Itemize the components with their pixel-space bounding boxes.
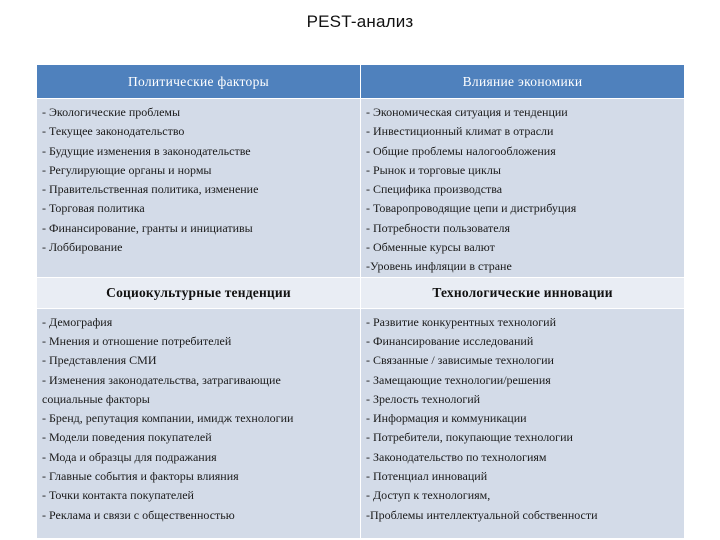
page-title: PEST-анализ (306, 12, 414, 31)
political-list-item: - Торговая политика (42, 201, 145, 216)
political-list-item: - Экологические проблемы (42, 105, 181, 119)
social-list-item: - Мода и образцы для подражания (42, 449, 217, 464)
social-list-item: социальные факторы (42, 391, 150, 406)
technological-list-item: - Потребители, покупающие технологии (366, 430, 573, 445)
technological-header: Технологические инновации (360, 276, 685, 309)
economic-list-item: - Экономическая ситуация и тенденции (366, 105, 568, 119)
economic-list-item: - Общие проблемы налогообложения (366, 143, 556, 158)
technological-list-item: - Зрелость технологий (366, 391, 481, 406)
social-list-item: - Изменения законодательства, затрагиваю… (42, 372, 281, 387)
economic-list-item: - Специфика производства (366, 182, 503, 197)
pest-table: Политические факторы Влияние экономики -… (36, 64, 685, 539)
economic-list-item: -Уровень инфляции в стране (366, 259, 512, 274)
social-list-item: - Представления СМИ (42, 353, 157, 368)
subheader-row: Социокультурные тенденции Технологически… (36, 276, 685, 309)
technological-list-item: - Доступ к технологиям, (366, 488, 491, 503)
technological-list-item: -Проблемы интеллектуальной собственности (366, 507, 598, 522)
technological-list: - Развитие конкурентных технологий - Фина… (361, 309, 684, 525)
economic-list-item: - Обменные курсы валют (366, 240, 495, 255)
social-cell: - Демография - Мнения и отношение потреби… (36, 307, 361, 539)
social-list-item: - Демография (42, 314, 113, 329)
economic-list: - Экономическая ситуация и тенденции - Ин… (361, 99, 684, 277)
technological-list-item: - Законодательство по технологиям (366, 449, 547, 464)
technological-cell: - Развитие конкурентных технологий - Фина… (360, 307, 685, 539)
political-cell: - Экологические проблемы - Текущее законо… (36, 98, 361, 278)
technological-list-item: - Замещающие технологии/решения (366, 372, 551, 387)
political-list: - Экологические проблемы - Текущее законо… (37, 99, 360, 257)
technological-list-item: - Развитие конкурентных технологий (366, 314, 557, 329)
social-list-item: - Мнения и отношение потребителей (42, 333, 232, 348)
economic-list-item: - Рынок и торговые циклы (366, 162, 501, 177)
social-list: - Демография - Мнения и отношение потреби… (37, 309, 360, 525)
first-content-row: - Экологические проблемы - Текущее законо… (36, 98, 685, 278)
political-list-item: - Правительственная политика, изменение (42, 182, 259, 197)
technological-list-item: - Финансирование исследований (366, 333, 534, 348)
technological-list-item: - Связанные / зависимые технологии (366, 353, 554, 368)
header-row: Политические факторы Влияние экономики (36, 64, 685, 99)
technological-list-item: - Потенциал инноваций (366, 469, 488, 484)
social-list-item: - Модели поведения покупателей (42, 430, 212, 445)
social-list-item: - Главные события и факторы влияния (42, 469, 239, 484)
economic-header: Влияние экономики (360, 64, 685, 99)
social-list-item: - Бренд, репутация компании, имидж техно… (42, 411, 294, 426)
technological-list-item: - Информация и коммуникации (366, 411, 527, 426)
social-header: Социокультурные тенденции (36, 276, 361, 309)
political-list-item: - Будущие изменения в законодательстве (42, 143, 251, 158)
economic-list-item: - Товаропроводящие цепи и дистрибуция (366, 201, 577, 216)
economic-list-item: - Потребности пользователя (366, 220, 511, 235)
political-list-item: - Регулирующие органы и нормы (42, 162, 212, 177)
economic-list-item: - Инвестиционный климат в отрасли (366, 124, 554, 139)
second-content-row: - Демография - Мнения и отношение потреби… (36, 307, 685, 539)
economic-cell: - Экономическая ситуация и тенденции - Ин… (360, 98, 685, 278)
political-header: Политические факторы (36, 64, 361, 99)
political-list-item: - Текущее законодательство (42, 124, 185, 139)
social-list-item: - Реклама и связи с общественностью (42, 507, 235, 522)
political-list-item: - Лоббирование (42, 240, 123, 255)
political-list-item: - Финансирование, гранты и инициативы (42, 220, 253, 235)
social-list-item: - Точки контакта покупателей (42, 488, 194, 503)
